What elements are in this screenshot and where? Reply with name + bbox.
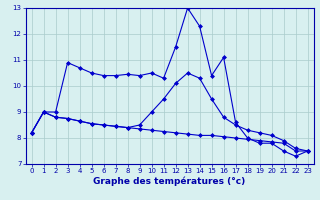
- X-axis label: Graphe des températures (°c): Graphe des températures (°c): [93, 177, 246, 186]
